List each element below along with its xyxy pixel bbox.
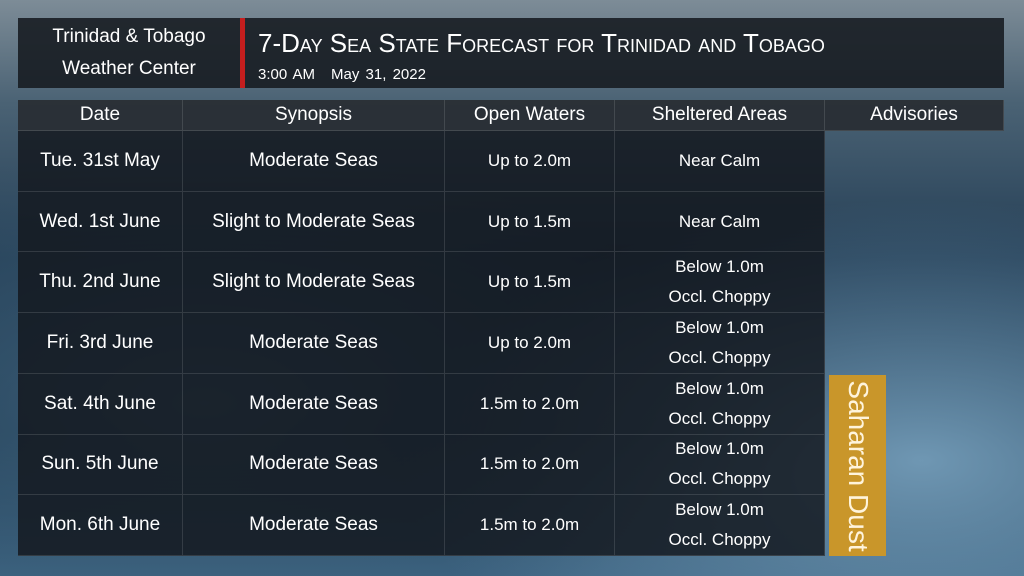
- table-cell: Below 1.0m Occl. Choppy: [615, 373, 825, 435]
- column-header: Date: [18, 100, 183, 131]
- table-cell: Moderate Seas: [183, 313, 445, 374]
- table-cell: 1.5m to 2.0m: [445, 495, 615, 556]
- table-cell: Tue. 31st May: [18, 131, 183, 192]
- table-cell: 1.5m to 2.0m: [445, 434, 615, 496]
- cell-text: Moderate Seas: [249, 514, 378, 536]
- cell-text: 1.5m to 2.0m: [479, 515, 580, 535]
- cell-text: Advisories: [870, 104, 958, 125]
- cell-text: Below 1.0m: [675, 500, 764, 520]
- table-cell: Sun. 5th June: [18, 434, 183, 496]
- date: May 31, 2022: [331, 66, 426, 83]
- table-cell: Slight to Moderate Seas: [183, 252, 445, 314]
- cell-text: Occl. Choppy: [668, 287, 771, 307]
- title: 7-Day Sea State Forecast for Trinidad an…: [258, 28, 825, 58]
- table-cell: Thu. 2nd June: [18, 252, 183, 314]
- cell-text: Date: [79, 104, 121, 125]
- time: 3:00 AM: [258, 66, 316, 83]
- table-cell: Fri. 3rd June: [18, 313, 183, 374]
- table-cell: Up to 1.5m: [445, 191, 615, 253]
- cell-text: Up to 2.0m: [487, 332, 572, 352]
- cell-text: Near Calm: [678, 150, 761, 170]
- cell-text: Occl. Choppy: [668, 408, 771, 428]
- table-cell: Below 1.0m Occl. Choppy: [615, 434, 825, 496]
- table-cell: Moderate Seas: [183, 434, 445, 496]
- cell-text: Below 1.0m: [675, 318, 764, 337]
- cell-text: Sat. 4th June: [44, 392, 156, 414]
- cell-text: Up to 2.0m: [487, 150, 572, 170]
- cell-text: Below 1.0m: [675, 257, 764, 277]
- cell-text: Up to 1.5m: [487, 272, 572, 292]
- cell-text: Sun. 5th June: [41, 453, 159, 475]
- cell-text: Tue. 31st May: [40, 149, 160, 171]
- advisory-text: Saharan Dust: [842, 379, 874, 552]
- cell-text: 1.5m to 2.0m: [479, 393, 580, 413]
- cell-text: 1.5m to 2.0m: [479, 454, 580, 474]
- cell-text: Below 1.0m: [675, 378, 764, 398]
- cell-text: Moderate Seas: [249, 149, 378, 171]
- cell-text: Occl. Choppy: [668, 469, 771, 489]
- subtitle: 3:00 AM May 31, 2022: [258, 66, 442, 83]
- cell-text: Occl. Choppy: [668, 348, 771, 367]
- table-cell: Below 1.0m Occl. Choppy: [615, 495, 825, 556]
- divider: [240, 18, 245, 88]
- cell-text: Moderate Seas: [249, 331, 378, 353]
- org: Trinidad & Tobago Weather Center: [18, 18, 240, 88]
- table-cell: Moderate Seas: [183, 131, 445, 192]
- cell-text: Open Waters: [473, 104, 586, 125]
- table-cell: Moderate Seas: [183, 373, 445, 435]
- cell-text: Mon. 6th June: [39, 514, 161, 536]
- cell-text: Near Calm: [678, 211, 761, 231]
- column-header: Sheltered Areas: [615, 100, 825, 131]
- cell-text: Sheltered Areas: [651, 104, 788, 125]
- table-cell: Near Calm: [615, 131, 825, 192]
- table-cell: Below 1.0m Occl. Choppy: [615, 313, 825, 374]
- cell-text: Occl. Choppy: [668, 530, 771, 550]
- cell-text: Moderate Seas: [249, 392, 378, 414]
- table-cell: 1.5m to 2.0m: [445, 373, 615, 435]
- cell-text: Fri. 3rd June: [46, 331, 154, 353]
- table-cell: Below 1.0m Occl. Choppy: [615, 252, 825, 314]
- cell-text: Up to 1.5m: [487, 211, 572, 231]
- cell-text: Moderate Seas: [249, 453, 378, 475]
- header: Trinidad & Tobago Weather Center 7-Day S…: [18, 18, 1004, 88]
- org-line: Trinidad & Tobago: [52, 26, 206, 47]
- cell-text: Slight to Moderate Seas: [212, 210, 415, 232]
- cell-text: Synopsis: [274, 104, 353, 125]
- column-header: Advisories: [825, 100, 1004, 131]
- table-cell: Up to 2.0m: [445, 313, 615, 374]
- column-header: Open Waters: [445, 100, 615, 131]
- cell-text: Below 1.0m: [675, 439, 764, 459]
- table-cell: Moderate Seas: [183, 495, 445, 556]
- table-cell: Near Calm: [615, 191, 825, 253]
- table-cell: Up to 2.0m: [445, 131, 615, 192]
- table-cell: Mon. 6th June: [18, 495, 183, 556]
- cell-text: Wed. 1st June: [39, 210, 161, 232]
- table-cell: Sat. 4th June: [18, 373, 183, 435]
- cell-text: Slight to Moderate Seas: [212, 271, 415, 293]
- table-cell: Slight to Moderate Seas: [183, 191, 445, 253]
- advisory: Saharan Dust: [829, 375, 886, 556]
- cell-text: Thu. 2nd June: [39, 271, 161, 293]
- table-cell: Wed. 1st June: [18, 191, 183, 253]
- org-line: Weather Center: [62, 58, 196, 79]
- column-header: Synopsis: [183, 100, 445, 131]
- table-cell: Up to 1.5m: [445, 252, 615, 314]
